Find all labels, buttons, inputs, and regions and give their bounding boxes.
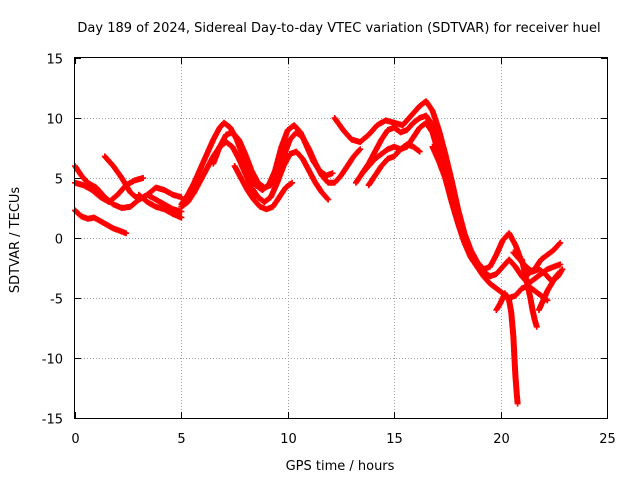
x-tick-label: 10: [280, 432, 297, 447]
data-points: [210, 129, 364, 191]
series-arc-5: [135, 191, 185, 221]
chart-title: Day 189 of 2024, Sidereal Day-to-day VTE…: [77, 21, 600, 36]
x-tick-label: 15: [386, 432, 403, 447]
axis-ticks: [75, 58, 608, 419]
series-layer: [72, 98, 566, 407]
data-points: [365, 141, 423, 189]
x-tick-label: 5: [177, 432, 185, 447]
y-tick-label: -5: [50, 293, 63, 308]
x-axis-label: GPS time / hours: [286, 459, 395, 474]
plot-frame: [74, 57, 608, 419]
y-axis-label: SDTVAR / TECUs: [8, 187, 23, 294]
series-arc-2: [72, 207, 130, 237]
x-tick-label: 25: [599, 432, 616, 447]
x-tick-label: 20: [493, 432, 510, 447]
data-points: [135, 191, 185, 221]
series-arc-8: [210, 129, 364, 191]
x-tick-label: 0: [71, 432, 79, 447]
series-arc-15: [493, 290, 521, 407]
data-points: [72, 207, 130, 237]
y-tick-label: 15: [46, 53, 63, 68]
data-points: [429, 143, 487, 275]
data-points: [231, 163, 296, 213]
y-tick-label: -10: [42, 353, 63, 368]
y-tick-label: 5: [55, 173, 63, 188]
tick-labels: 0 5 10 15 20 25 -15 -10 -5 0 5 10 15: [42, 53, 616, 448]
y-tick-label: 0: [55, 233, 63, 248]
data-points: [493, 290, 521, 407]
series-arc-18: [510, 249, 566, 285]
series-arc-13: [365, 141, 423, 189]
y-tick-label: -15: [42, 413, 63, 428]
data-points: [510, 249, 566, 285]
series-arc-11: [359, 112, 564, 287]
grid: [75, 58, 607, 418]
y-tick-label: 10: [46, 113, 63, 128]
series-arc-9: [231, 163, 296, 213]
data-points: [359, 112, 564, 287]
series-arc-14: [429, 143, 487, 275]
